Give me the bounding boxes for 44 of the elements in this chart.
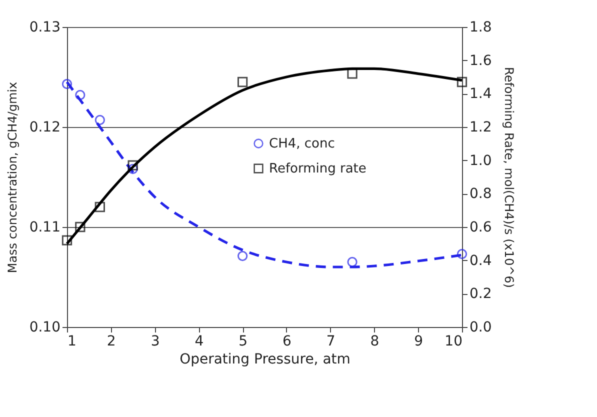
- x-tick-label: 1: [68, 334, 76, 350]
- legend-label: Reforming rate: [269, 162, 366, 176]
- y2-tick-label: 0.2: [470, 286, 492, 302]
- y2-tick-label: 1.4: [470, 86, 492, 102]
- point: [237, 76, 248, 88]
- point: [62, 78, 72, 90]
- y2-axis-title: Reforming Rate, mol(CH4)/s (x10^6): [502, 67, 516, 288]
- y2-tick-label: 1.8: [470, 20, 492, 36]
- point: [94, 114, 105, 126]
- point: [456, 248, 468, 260]
- y2-tick-label: 0.6: [470, 220, 492, 236]
- point: [62, 235, 72, 246]
- y2-tick-label: 0.4: [470, 252, 492, 269]
- point: [347, 256, 358, 268]
- point: [128, 164, 138, 174]
- x-tick-label: 3: [150, 334, 160, 350]
- y2-tick-label: 0.8: [470, 186, 492, 202]
- x-tick-label: 5: [238, 334, 248, 350]
- point: [94, 202, 105, 212]
- line-series: [66, 80, 464, 268]
- y-tick-label: 0.12: [29, 120, 60, 136]
- y2-tick-label: 1.0: [470, 152, 492, 169]
- y-tick-label: 0.11: [29, 220, 60, 236]
- y-tick-label: 0.10: [29, 320, 60, 336]
- y2-tick-label: 1.6: [470, 52, 492, 69]
- x-tick-label: 8: [370, 334, 380, 350]
- legend-label: CH4, conc: [269, 136, 335, 152]
- y2-tick-label: 0.0: [470, 320, 492, 336]
- y2-tick-label: 1.2: [470, 120, 492, 136]
- x-tick-label: 7: [326, 334, 336, 350]
- x-tick-label: 2: [106, 334, 116, 350]
- y-tick-label: 0.13: [29, 20, 60, 36]
- point: [128, 160, 138, 170]
- x-tick-label: 4: [194, 334, 204, 350]
- x-axis-title: Operating Pressure, atm: [180, 352, 350, 368]
- point: [75, 90, 86, 100]
- y-axis-title: Mass concentration, gCH4/gmix: [5, 82, 20, 274]
- point: [456, 76, 468, 88]
- x-tick-label: 10: [444, 334, 462, 350]
- x-tick-label: 9: [414, 334, 424, 350]
- x-tick-label: 6: [282, 334, 292, 350]
- point: [237, 250, 248, 262]
- point: [347, 68, 358, 79]
- point: [75, 222, 86, 232]
